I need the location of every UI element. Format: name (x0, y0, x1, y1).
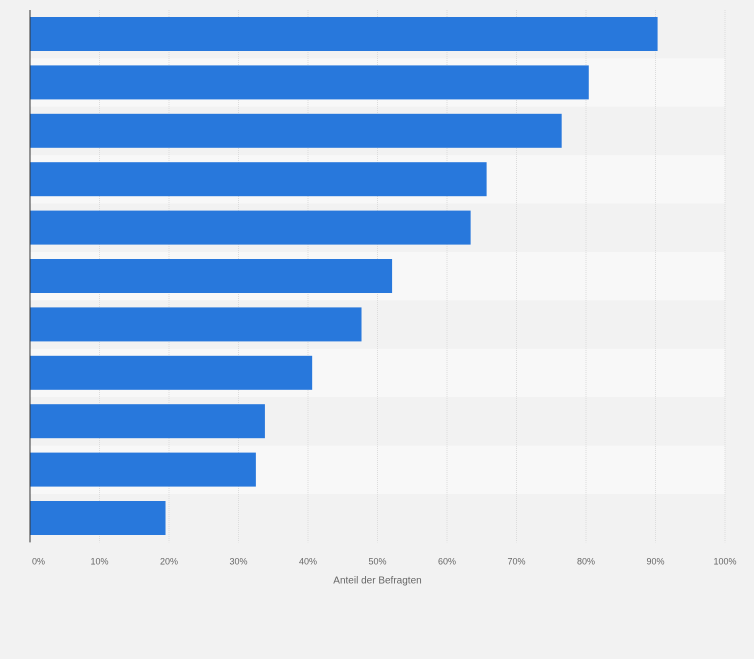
x-tick-label: 100% (713, 556, 736, 566)
x-tick-label: 70% (507, 556, 525, 566)
x-axis-tick-labels: 0% 10% 20% 30% 40% 50% 60% 70% 80% 90% 100% (32, 556, 737, 566)
bar (30, 404, 265, 439)
x-axis-title: Anteil der Befragten (333, 575, 421, 586)
x-tick-label: 90% (646, 556, 664, 566)
bar (30, 355, 313, 390)
bars (30, 17, 658, 535)
bar (30, 113, 562, 148)
bar (30, 259, 393, 293)
bar (30, 210, 471, 245)
bar (30, 162, 487, 197)
x-tick-label: 50% (368, 556, 386, 566)
bar (30, 17, 658, 51)
x-tick-label: 10% (90, 556, 108, 566)
x-tick-label: 40% (299, 556, 317, 566)
bar (30, 65, 589, 100)
bar (30, 307, 362, 342)
x-tick-label: 0% (32, 556, 45, 566)
bar (30, 501, 166, 535)
x-tick-label: 30% (229, 556, 247, 566)
x-tick-label: 60% (438, 556, 456, 566)
x-tick-label: 80% (577, 556, 595, 566)
bar (30, 452, 256, 487)
x-tick-label: 20% (160, 556, 178, 566)
